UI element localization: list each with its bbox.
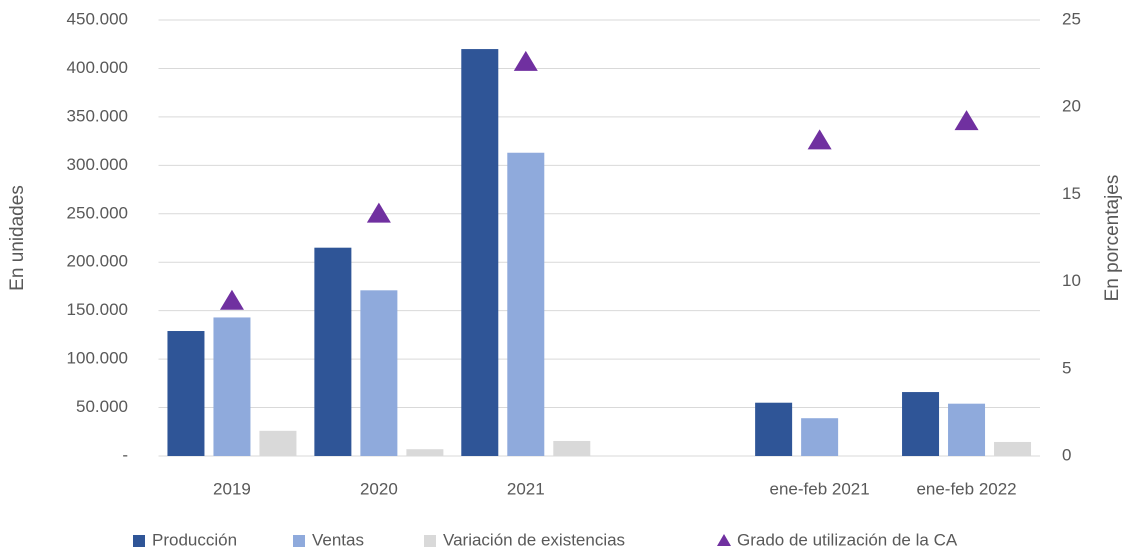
legend-swatch	[293, 535, 305, 547]
y2-tick-label: 10	[1062, 271, 1081, 290]
y-tick-label: 100.000	[67, 349, 128, 368]
bar	[213, 317, 251, 456]
legend-label: Ventas	[312, 530, 364, 549]
bar	[755, 402, 793, 456]
y2-tick-label: 0	[1062, 445, 1071, 464]
y-tick-label: 200.000	[67, 252, 128, 271]
x-tick-label: 2019	[213, 479, 251, 498]
marker	[954, 110, 979, 131]
y2-axis-label: En porcentajes	[1102, 175, 1123, 302]
legend-label: Variación de existencias	[443, 530, 625, 549]
bar	[801, 418, 839, 456]
marker	[366, 202, 391, 223]
y-tick-label: 250.000	[67, 203, 128, 222]
legend-label: Producción	[152, 530, 237, 549]
legend-swatch	[424, 535, 436, 547]
y2-tick-label: 5	[1062, 358, 1071, 377]
y-tick-label: 50.000	[76, 397, 128, 416]
y-axis-label: En unidades	[7, 185, 28, 291]
legend-swatch	[717, 534, 731, 546]
bar	[902, 392, 940, 456]
y-tick-label: 300.000	[67, 155, 128, 174]
marker	[219, 289, 244, 310]
y-tick-label: 350.000	[67, 106, 128, 125]
bar	[507, 152, 545, 456]
bar	[360, 290, 398, 456]
x-tick-label: ene-feb 2021	[770, 479, 870, 498]
bar	[406, 449, 444, 456]
y-tick-label: 450.000	[67, 9, 128, 28]
y-tick-label: -	[122, 445, 128, 464]
y-tick-label: 400.000	[67, 58, 128, 77]
x-tick-label: ene-feb 2022	[916, 479, 1016, 498]
marker	[513, 50, 538, 71]
y2-tick-label: 15	[1062, 184, 1081, 203]
bar	[994, 441, 1032, 456]
y-tick-label: 150.000	[67, 300, 128, 319]
bar	[314, 247, 352, 456]
x-tick-label: 2020	[360, 479, 398, 498]
y2-tick-label: 25	[1062, 9, 1081, 28]
bar	[948, 403, 986, 456]
marker	[807, 129, 832, 150]
x-tick-label: 2021	[507, 479, 545, 498]
bar	[259, 430, 297, 456]
legend-label: Grado de utilización de la CA	[737, 530, 958, 549]
bar	[167, 331, 205, 456]
y2-tick-label: 20	[1062, 97, 1081, 116]
legend-swatch	[133, 535, 145, 547]
bar	[553, 440, 591, 456]
bar	[461, 49, 499, 457]
